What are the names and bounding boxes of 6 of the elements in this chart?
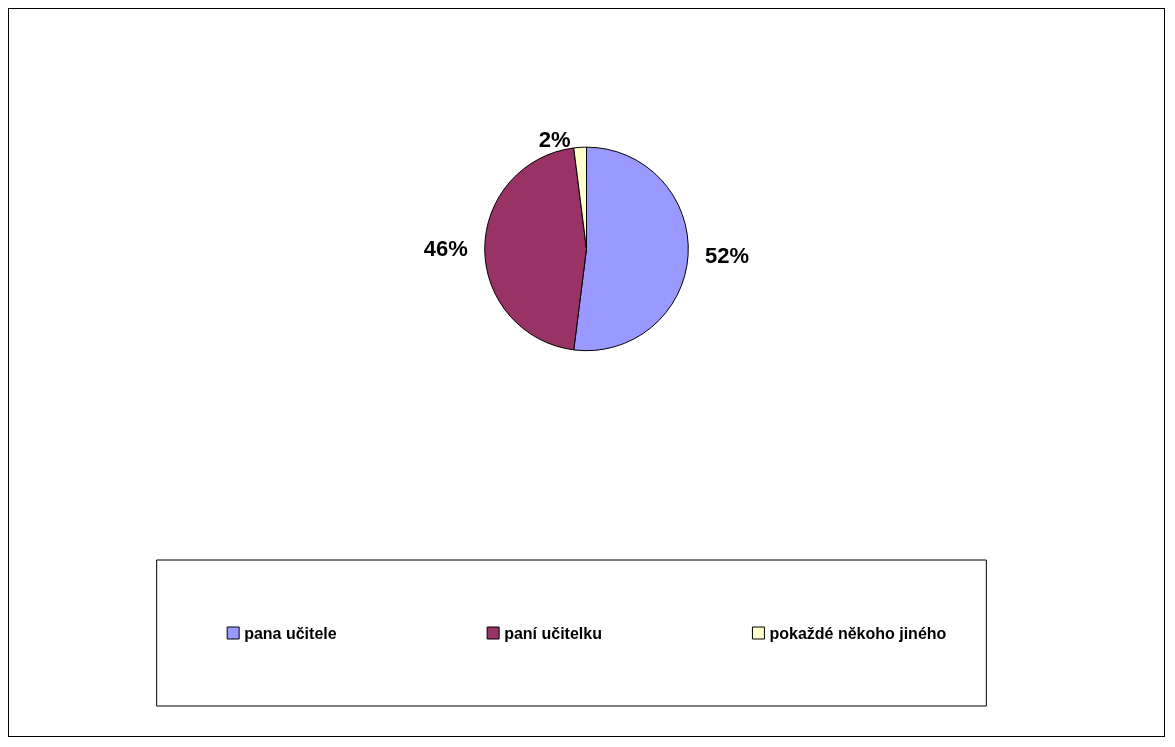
legend-label: paní učitelku — [504, 624, 602, 642]
data-label: 52% — [705, 243, 750, 269]
legend-label: pokaždé někoho jiného — [769, 624, 947, 642]
data-label: 2% — [538, 126, 571, 152]
data-label: 46% — [423, 236, 468, 262]
legend-label: pana učitele — [244, 624, 337, 642]
